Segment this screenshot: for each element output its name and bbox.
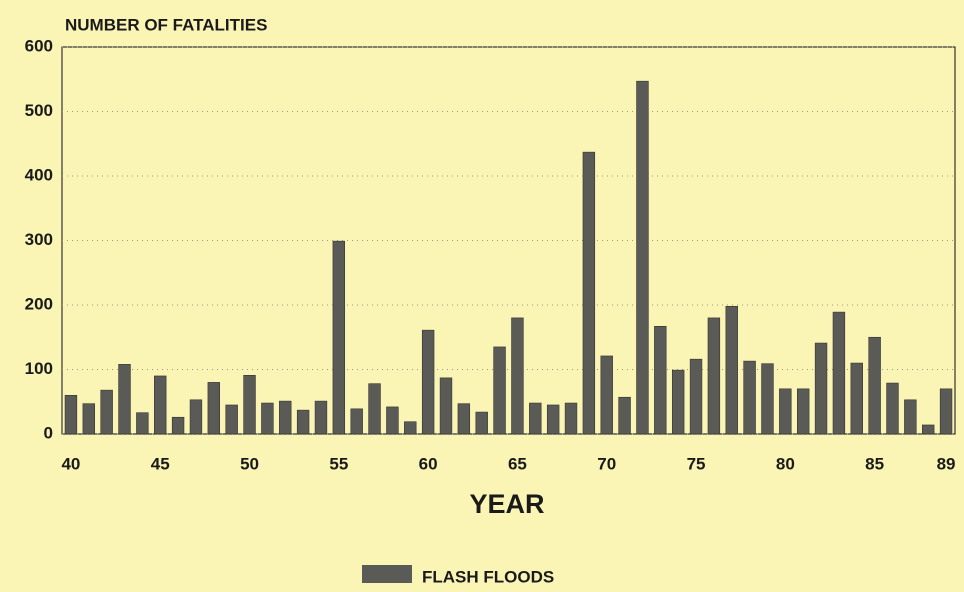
bar — [529, 402, 542, 435]
bar — [136, 412, 149, 435]
bar — [100, 389, 113, 435]
x-tick-label: 70 — [597, 454, 616, 473]
bar — [904, 399, 917, 435]
bar — [350, 408, 363, 435]
x-tick-label: 45 — [151, 454, 170, 473]
x-tick-label: 75 — [687, 454, 706, 473]
bar — [779, 388, 792, 435]
x-tick-label: 55 — [329, 454, 348, 473]
bar — [368, 383, 381, 435]
x-tick-label: 89 — [937, 454, 956, 473]
bar — [511, 317, 524, 435]
bar — [279, 400, 292, 435]
bar — [314, 400, 328, 435]
bar — [671, 369, 685, 435]
bar — [761, 363, 774, 435]
bar — [421, 329, 435, 435]
bar — [493, 346, 506, 435]
y-tick-label: 500 — [25, 101, 53, 120]
bar — [546, 404, 560, 435]
bar — [832, 311, 846, 435]
bar — [386, 406, 399, 435]
bar — [439, 377, 453, 435]
bar — [564, 402, 578, 435]
bar — [296, 409, 310, 435]
bar — [868, 336, 881, 435]
y-tick-label: 100 — [25, 359, 53, 378]
bar — [457, 403, 471, 435]
bar — [207, 382, 221, 435]
bar — [154, 375, 167, 435]
bar — [118, 364, 131, 435]
y-axis-title: NUMBER OF FATALITIES — [65, 15, 267, 34]
y-tick-label: 0 — [44, 423, 53, 442]
y-tick-label: 300 — [25, 230, 53, 249]
bar — [64, 394, 78, 435]
bar — [689, 358, 703, 435]
bar — [243, 375, 256, 435]
bar — [939, 388, 953, 435]
legend-label: FLASH FLOODS — [422, 567, 554, 586]
bar — [850, 362, 863, 435]
bar — [922, 424, 935, 435]
bar — [707, 317, 721, 435]
y-tick-label: 600 — [25, 36, 53, 55]
bar — [225, 404, 238, 435]
x-tick-label: 50 — [240, 454, 259, 473]
bar — [618, 396, 631, 435]
bar — [814, 342, 828, 435]
x-axis-title: YEAR — [469, 489, 544, 519]
bar — [654, 325, 667, 435]
y-tick-label: 200 — [25, 294, 53, 313]
y-tick-label: 400 — [25, 165, 53, 184]
bar — [404, 421, 417, 435]
bar — [332, 240, 346, 435]
bar — [796, 388, 810, 435]
bar — [743, 360, 756, 435]
bar — [189, 399, 203, 435]
x-tick-label: 60 — [419, 454, 438, 473]
x-tick-label: 85 — [865, 454, 884, 473]
bar — [886, 382, 899, 435]
x-tick-label: 80 — [776, 454, 795, 473]
legend-swatch — [362, 565, 412, 583]
bar — [82, 403, 95, 435]
bar — [261, 402, 274, 435]
bar — [475, 411, 488, 435]
bar — [636, 80, 649, 435]
bar — [600, 355, 613, 435]
bar — [171, 416, 185, 435]
bar — [582, 151, 596, 435]
x-tick-label: 65 — [508, 454, 527, 473]
x-tick-label: 40 — [61, 454, 80, 473]
bar — [725, 305, 738, 435]
